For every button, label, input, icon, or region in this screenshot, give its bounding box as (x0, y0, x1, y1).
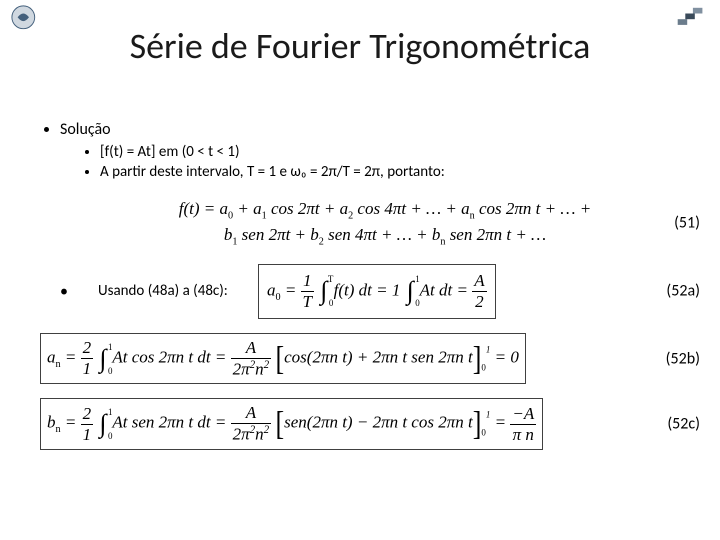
equation-52c: bn = 21 ∫10 At sen 2πn t dt = A2π2n2 [se… (40, 398, 543, 450)
equation-52a-row: • Usando (48a) a (48c): a0 = 1T ∫T0 f(t)… (40, 264, 700, 319)
equation-52b: an = 21 ∫10 At cos 2πn t dt = A2π2n2 [co… (40, 333, 526, 385)
slide: Série de Fourier Trigonométrica Solução … (0, 0, 720, 540)
bullet-sub3: Usando (48a) a (48c): (98, 282, 258, 300)
bullet-sub2: A partir deste intervalo, T = 1 e ω₀ = 2… (100, 163, 700, 181)
bullet-marker: • (60, 282, 68, 301)
equation-51-line2: b1 sen 2πt + b2 sen 4πt + … + bn sen 2πn… (224, 225, 546, 247)
bullet-list: Solução [f(t) = At] em (0 < t < 1) A par… (40, 120, 700, 181)
bullet-sub1: [f(t) = At] em (0 < t < 1) (100, 143, 700, 161)
bullet-main: Solução [f(t) = At] em (0 < t < 1) A par… (60, 120, 700, 181)
equation-51-line1: f(t) = a0 + a1 cos 2πt + a2 cos 4πt + … … (179, 199, 591, 221)
bullet-main-text: Solução (60, 120, 111, 139)
equation-52b-row: an = 21 ∫10 At cos 2πn t dt = A2π2n2 [co… (40, 333, 700, 385)
equation-52c-row: bn = 21 ∫10 At sen 2πn t dt = A2π2n2 [se… (40, 398, 700, 450)
equation-number-52a: (52a) (666, 282, 700, 301)
equation-51: f(t) = a0 + a1 cos 2πt + a2 cos 4πt + … … (40, 199, 700, 248)
equation-number-52b: (52b) (666, 349, 700, 368)
page-title: Série de Fourier Trigonométrica (0, 24, 720, 68)
equation-number-52c: (52c) (667, 415, 700, 434)
content-body: Solução [f(t) = At] em (0 < t < 1) A par… (40, 120, 700, 450)
equation-number-51: (51) (674, 214, 700, 233)
equation-52a: a0 = 1T ∫T0 f(t) dt = 1 ∫10 At dt = A2 (258, 264, 496, 319)
